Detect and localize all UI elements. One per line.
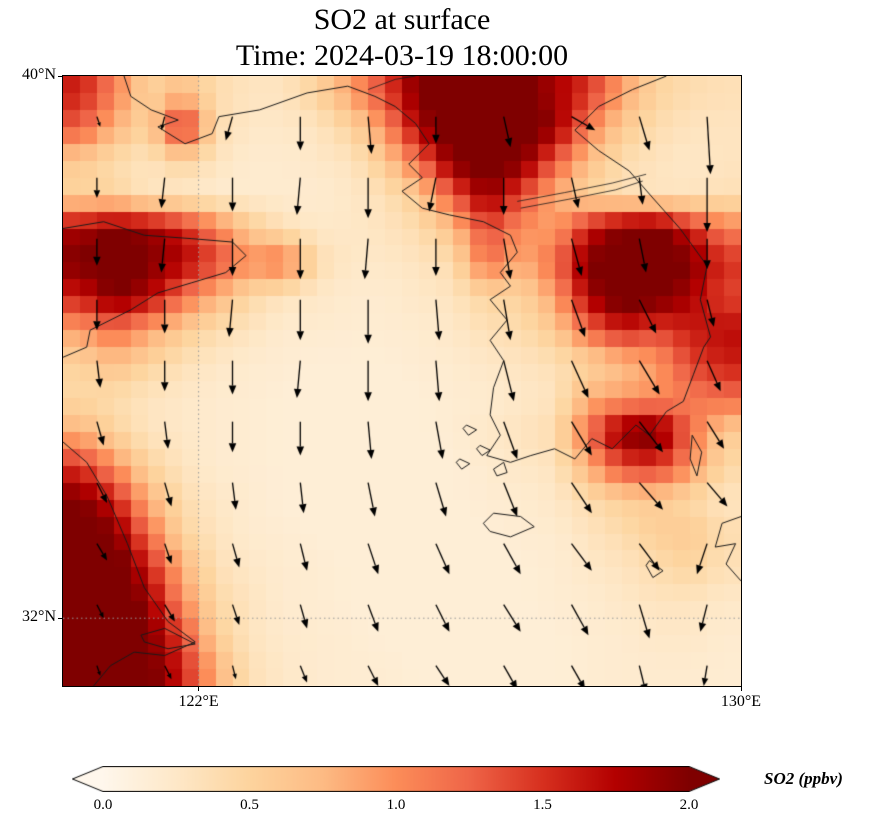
x-axis-tick-mark-130e	[740, 687, 742, 691]
plot-title: SO2 at surface Time: 2024-03-19 18:00:00	[62, 2, 742, 74]
colorbar-label: SO2 (ppbv)	[764, 769, 843, 788]
so2-heatmap-canvas	[63, 76, 741, 686]
y-axis-tick-mark-40n	[58, 75, 62, 77]
colorbar-tick-label-3: 1.5	[533, 797, 552, 813]
map-axes	[62, 75, 742, 687]
x-axis-tick-mark-122e	[198, 687, 200, 691]
colorbar-tick-label-0: 0.0	[93, 797, 113, 813]
colorbar-tick-label-2: 1.0	[386, 797, 406, 813]
colorbar-tick-label-4: 2.0	[679, 797, 699, 813]
colorbar-tick-label-1: 0.5	[240, 797, 259, 813]
x-axis-tick-label-130e: 130°E	[720, 693, 762, 710]
plot-title-line1: SO2 at surface	[313, 3, 491, 36]
x-axis-tick-label-122e: 122°E	[178, 693, 219, 710]
colorbar	[72, 766, 720, 792]
y-axis-tick-label-40n: 40°N	[22, 66, 56, 83]
colorbar-gradient-canvas	[72, 766, 720, 792]
plot-title-line2: Time: 2024-03-19 18:00:00	[235, 39, 569, 72]
y-axis-tick-label-32n: 32°N	[22, 608, 56, 626]
y-axis-tick-mark-32n	[58, 617, 62, 619]
